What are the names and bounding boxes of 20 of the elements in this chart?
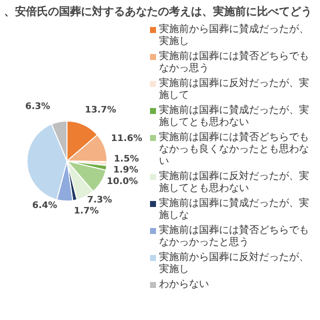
legend-label: 実施前は国葬に反対だったが、実施して bbox=[159, 78, 310, 102]
legend-label: 実施前は国葬には賛否どちらでもなかっかったと思う bbox=[159, 225, 310, 249]
legend-label: 実施前は国葬に賛成だったが、実施してとも思わない bbox=[159, 105, 310, 129]
data-label: 7.3% bbox=[87, 195, 112, 206]
legend-label: わからない bbox=[159, 279, 209, 291]
legend-label: 実施前は国葬に反対だったが、実施してとも思わない bbox=[159, 171, 310, 195]
data-label: 1.5% bbox=[114, 154, 139, 164]
data-label: 1.9% bbox=[113, 165, 138, 176]
data-label: 13.7% bbox=[84, 106, 116, 116]
data-label: 11.6% bbox=[111, 134, 142, 144]
legend-label: 実施前は国葬には賛否どちらでもなかっ思う bbox=[159, 51, 310, 75]
data-label: 6.3% bbox=[25, 102, 50, 112]
data-label: 10.0% bbox=[106, 176, 138, 187]
legend-label: 実施前は国葬に賛成だったが、実施しな bbox=[159, 198, 310, 222]
legend-label: 実施前から国葬に賛成だったが、実施し bbox=[159, 24, 310, 48]
data-label: 1.7% bbox=[74, 206, 99, 216]
chart-title: 、安倍氏の国葬に対するあなたの考えは、実施前に比べてどう bbox=[4, 4, 313, 19]
legend-label: 実施前から国葬に反対だったが、実施し bbox=[159, 252, 310, 276]
data-label: 6.4% bbox=[32, 200, 58, 211]
legend-label: 実施前は国葬には賛否どちらでもなかっも良くなかったとも思わない bbox=[159, 132, 310, 168]
